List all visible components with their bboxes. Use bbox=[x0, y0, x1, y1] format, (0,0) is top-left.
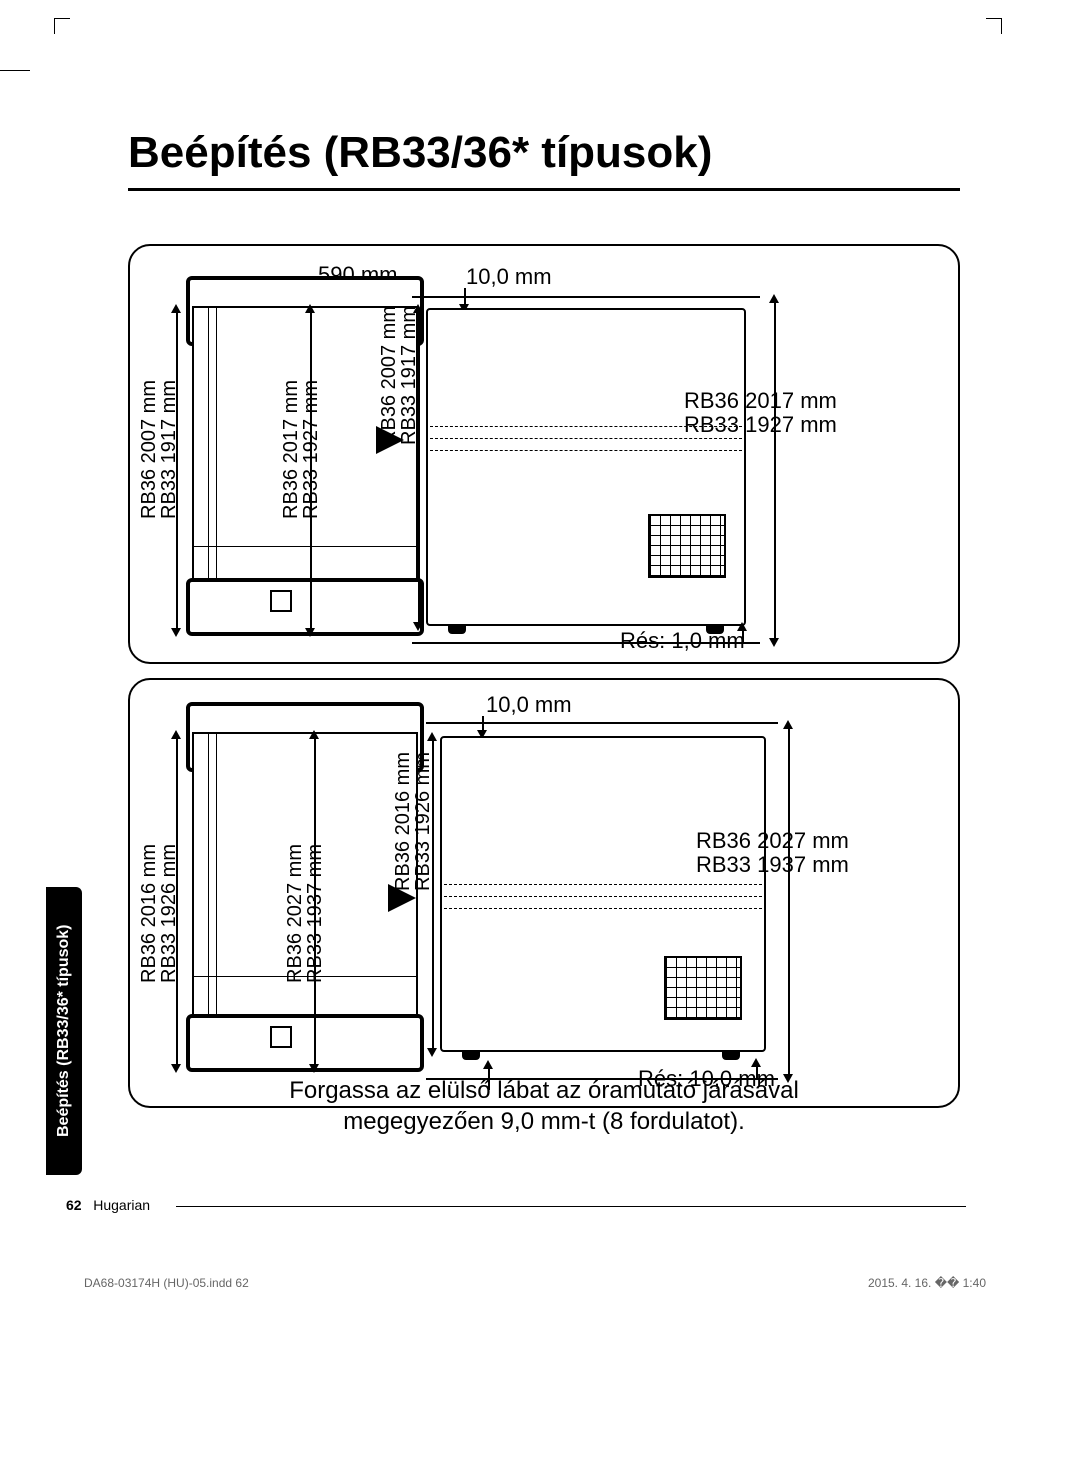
label-mid-rb33: RB33 1937 mm bbox=[304, 844, 327, 983]
arrow-up-icon bbox=[309, 730, 319, 739]
diagram-caption: Forgassa az elülső lábat az óramutató já… bbox=[128, 1075, 960, 1137]
arrow-down-icon bbox=[305, 628, 315, 637]
label-side-inner-rb33: RB33 1926 mm bbox=[412, 752, 435, 891]
crop-mark-top-right bbox=[986, 18, 1002, 34]
arrow-up-icon bbox=[483, 1060, 493, 1069]
crop-tick-left bbox=[0, 70, 30, 71]
dim-line-right-outer bbox=[788, 726, 790, 1078]
arrow-up-icon bbox=[305, 304, 315, 313]
caption-line-2: megegyezően 9,0 mm-t (8 fordulatot). bbox=[128, 1106, 960, 1137]
arrow-up-icon bbox=[737, 622, 747, 631]
page-title: Beépítés (RB33/36* típusok) bbox=[128, 128, 712, 178]
label-side-inner-rb33: RB33 1917 mm bbox=[398, 306, 421, 445]
side-dash-2 bbox=[430, 438, 742, 439]
page-number: 62 bbox=[66, 1197, 82, 1213]
front-door-edge-2 bbox=[216, 732, 217, 1058]
arrow-up-icon bbox=[769, 294, 779, 303]
diagram-panel-1: 590 mm RB36 2007 mm RB33 1917 mm RB36 20… bbox=[128, 244, 960, 664]
arrow-up-icon bbox=[751, 1058, 761, 1067]
arrow-down-icon bbox=[769, 638, 779, 647]
print-meta-left: DA68-03174H (HU)-05.indd 62 bbox=[84, 1276, 249, 1290]
side-foot-front bbox=[462, 1052, 480, 1060]
arrow-up-icon bbox=[427, 732, 437, 741]
label-top-gap: 10,0 mm bbox=[466, 264, 552, 290]
arrow-down-icon bbox=[413, 622, 423, 631]
footer: 62 Hugarian bbox=[66, 1197, 150, 1213]
side-grill bbox=[664, 956, 742, 1020]
side-foot-rear bbox=[722, 1052, 740, 1060]
arrow-down-icon bbox=[427, 1048, 437, 1057]
footer-language: Hugarian bbox=[93, 1197, 150, 1213]
label-left-rb33: RB33 1917 mm bbox=[158, 380, 181, 519]
front-door-edge-1 bbox=[208, 732, 209, 1058]
label-top-gap: 10,0 mm bbox=[486, 692, 572, 718]
arrow-down-icon bbox=[171, 1064, 181, 1073]
side-dash-2 bbox=[444, 896, 762, 897]
front-small-panel bbox=[270, 1026, 292, 1048]
side-foot-front bbox=[448, 626, 466, 634]
label-gap: Rés: 1,0 mm bbox=[620, 628, 745, 654]
caption-line-1: Forgassa az elülső lábat az óramutató já… bbox=[128, 1075, 960, 1106]
dim-line-right-outer bbox=[774, 300, 776, 642]
title-underline bbox=[128, 188, 960, 191]
footer-rule bbox=[176, 1206, 966, 1207]
print-meta-right: 2015. 4. 16. �� 1:40 bbox=[868, 1276, 986, 1290]
arrow-up-icon bbox=[171, 730, 181, 739]
label-right-rb36: RB36 2027 mm bbox=[696, 828, 849, 854]
arrow-up-icon bbox=[783, 720, 793, 729]
label-right-rb33: RB33 1927 mm bbox=[684, 412, 837, 438]
side-dash-1 bbox=[444, 884, 762, 885]
side-ceiling bbox=[412, 296, 760, 298]
side-ceiling bbox=[426, 722, 778, 724]
side-dash-3 bbox=[430, 450, 742, 451]
side-grill bbox=[648, 514, 726, 578]
label-mid-rb33: RB33 1927 mm bbox=[300, 380, 323, 519]
side-body bbox=[426, 308, 746, 626]
arrow-down-icon bbox=[171, 628, 181, 637]
side-dash-3 bbox=[444, 908, 762, 909]
arrow-down-icon bbox=[309, 1064, 319, 1073]
front-bottom-frame bbox=[186, 1014, 424, 1072]
crop-mark-top-left bbox=[54, 18, 70, 34]
front-small-panel bbox=[270, 590, 292, 612]
arrow-up-icon bbox=[171, 304, 181, 313]
label-right-rb36: RB36 2017 mm bbox=[684, 388, 837, 414]
label-right-rb33: RB33 1937 mm bbox=[696, 852, 849, 878]
front-divider bbox=[192, 546, 418, 547]
section-tab: Beépítés (RB33/36* típusok) bbox=[46, 887, 82, 1175]
diagram-panel-2: RB36 2016 mm RB33 1926 mm RB36 2027 mm R… bbox=[128, 678, 960, 1108]
label-left-rb33: RB33 1926 mm bbox=[158, 844, 181, 983]
